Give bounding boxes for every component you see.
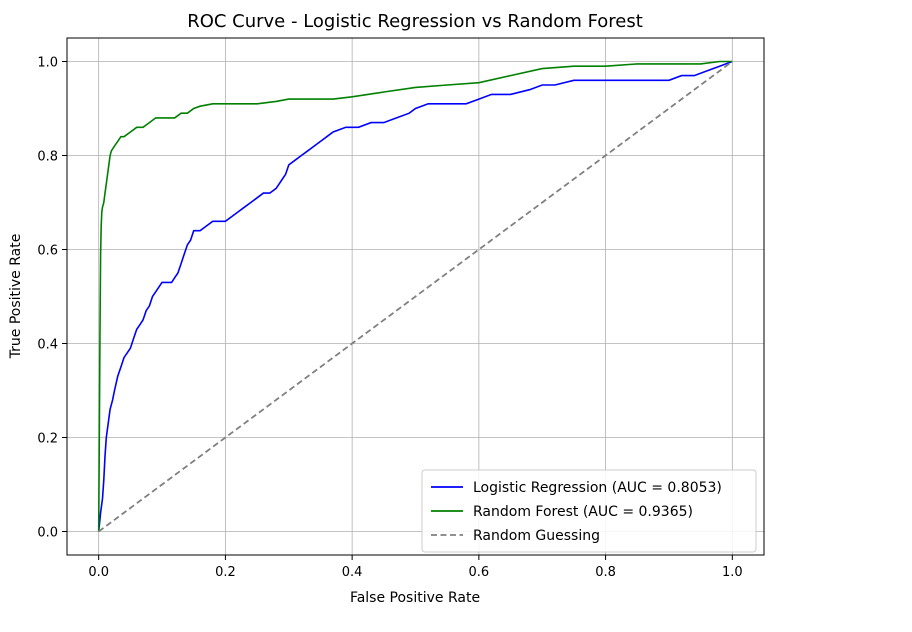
x-tick-label: 0.0	[88, 565, 109, 580]
x-tick-label: 0.6	[469, 565, 490, 580]
logistic-regression-line	[97, 60, 733, 532]
x-tick-label: 0.8	[595, 565, 616, 580]
random-forest-line	[97, 60, 733, 532]
y-tick-label: 1.0	[37, 56, 58, 71]
y-axis-label: True Positive Rate	[8, 234, 24, 360]
y-tick-label: 0.0	[37, 526, 58, 541]
legend-entry-label: Random Forest (AUC = 0.9365)	[473, 504, 693, 520]
plot-frame	[66, 37, 765, 556]
y-tick-label: 0.6	[37, 244, 58, 259]
chart-title: ROC Curve - Logistic Regression vs Rando…	[187, 11, 643, 32]
x-tick-label: 0.2	[215, 565, 236, 580]
x-tick-label: 0.4	[342, 565, 363, 580]
y-tick-label: 0.8	[37, 150, 58, 165]
plot-series	[97, 60, 733, 533]
x-tick-label: 1.0	[722, 565, 743, 580]
legend: Logistic Regression (AUC = 0.8053) Random…	[421, 469, 757, 553]
x-axis-label: False Positive Rate	[350, 590, 480, 606]
legend-box	[421, 469, 757, 553]
legend-entry-label: Random Guessing	[473, 528, 600, 544]
legend-entry-label: Logistic Regression (AUC = 0.8053)	[473, 480, 722, 496]
y-tick-label: 0.4	[37, 338, 58, 353]
axis-ticks: 0.0 0.2 0.4 0.6 0.8 1.0 0.0 0.2 0.4 0.6 0.8 1.0	[37, 56, 742, 581]
random-guessing-line	[98, 60, 733, 533]
grid-lines	[67, 38, 764, 555]
y-tick-label: 0.2	[37, 432, 58, 447]
